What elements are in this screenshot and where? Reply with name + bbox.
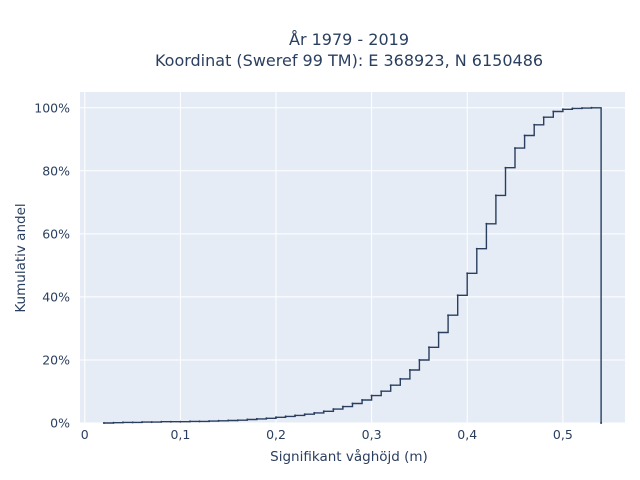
data-point [236, 419, 239, 422]
data-point [169, 420, 172, 423]
data-point [600, 422, 603, 424]
data-point [275, 416, 277, 419]
data-point [571, 107, 574, 110]
data-point [341, 405, 344, 408]
y-tick-label: 20% [42, 352, 70, 367]
data-point [303, 413, 306, 416]
data-point [370, 394, 373, 397]
x-tick-label: 0,5 [553, 427, 573, 442]
data-point [313, 411, 316, 414]
y-tick-label: 60% [42, 226, 70, 241]
data-point [122, 421, 124, 424]
data-points [102, 106, 603, 424]
x-axis-ticks: 0 0,1 0,2 0,3 0,4 0,5 [81, 427, 573, 442]
data-point [428, 346, 430, 349]
data-point [561, 108, 564, 111]
data-point [332, 408, 335, 411]
data-point [389, 384, 392, 387]
data-point [102, 422, 105, 424]
data-point [361, 399, 364, 401]
data-point [351, 402, 354, 405]
data-point [131, 421, 134, 424]
x-tick-label: 0,4 [457, 427, 477, 442]
data-point [150, 421, 153, 424]
data-point [227, 419, 230, 422]
plot-area [80, 92, 625, 423]
data-point [208, 420, 211, 423]
data-point [514, 147, 516, 150]
data-point [408, 369, 411, 371]
data-point [456, 294, 459, 297]
data-point [160, 420, 163, 423]
data-point [141, 421, 144, 424]
y-tick-label: 100% [34, 100, 70, 115]
x-tick-label: 0 [81, 427, 89, 442]
data-point [523, 134, 526, 137]
grid-lines [80, 92, 625, 424]
data-point [418, 359, 421, 361]
data-point [112, 421, 115, 424]
y-tick-label: 0% [50, 416, 70, 431]
data-point [322, 410, 325, 413]
data-point [246, 418, 249, 421]
data-point [294, 414, 297, 417]
data-point [475, 247, 478, 250]
y-tick-label: 80% [42, 163, 70, 178]
data-point [494, 194, 497, 197]
data-point [447, 314, 450, 317]
data-point [198, 420, 201, 423]
data-point [552, 110, 555, 113]
data-point [265, 417, 268, 420]
data-point [179, 420, 182, 423]
chart-title-line-1: År 1979 - 2019 [289, 30, 409, 49]
data-point [542, 116, 545, 119]
y-axis-label: Kumulativ andel [13, 203, 29, 312]
data-point [380, 390, 383, 393]
chart-title-line-2: Koordinat (Sweref 99 TM): E 368923, N 61… [155, 51, 543, 70]
data-point [590, 106, 593, 109]
data-point [581, 107, 583, 110]
x-axis-label: Signifikant våghöjd (m) [270, 448, 428, 465]
y-tick-label: 40% [42, 289, 70, 304]
data-point [504, 166, 507, 169]
x-tick-label: 0,2 [266, 427, 286, 442]
y-axis-ticks: 0% 20% 40% 60% 80% 100% [34, 100, 70, 430]
x-tick-label: 0,3 [362, 427, 382, 442]
data-point [255, 417, 258, 420]
data-point [437, 331, 440, 334]
x-tick-label: 0,1 [170, 427, 190, 442]
data-point [399, 377, 402, 380]
data-point [485, 222, 488, 225]
data-point [533, 123, 536, 126]
data-point [284, 415, 287, 418]
data-point [466, 272, 469, 275]
data-point [189, 420, 191, 423]
data-point [217, 419, 220, 422]
